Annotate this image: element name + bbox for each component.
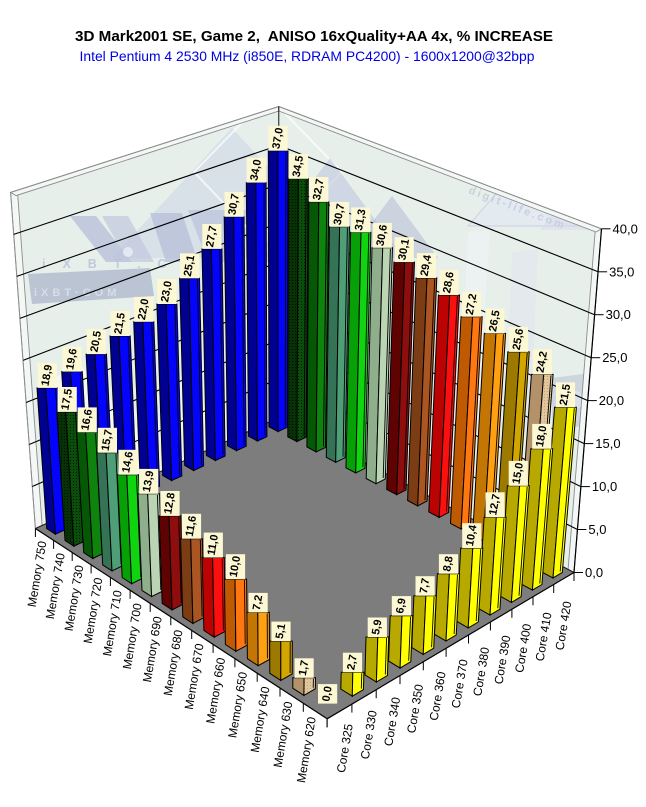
svg-text:Intel Pentium 4 2530 MHz (i850: Intel Pentium 4 2530 MHz (i850E, RDRAM P…: [80, 48, 535, 64]
svg-text:40,0: 40,0: [613, 221, 638, 236]
svg-text:25,0: 25,0: [602, 350, 627, 365]
svg-text:0,0: 0,0: [585, 565, 603, 580]
svg-text:20,0: 20,0: [599, 393, 624, 408]
svg-text:30,0: 30,0: [606, 307, 631, 322]
svg-text:15,0: 15,0: [595, 436, 620, 451]
svg-text:10,0: 10,0: [592, 479, 617, 494]
svg-text:5,0: 5,0: [588, 522, 606, 537]
svg-text:35,0: 35,0: [609, 264, 634, 279]
svg-text:3D Mark2001 SE, Game 2, ANISO: 3D Mark2001 SE, Game 2, ANISO 16xQuality…: [75, 28, 553, 45]
